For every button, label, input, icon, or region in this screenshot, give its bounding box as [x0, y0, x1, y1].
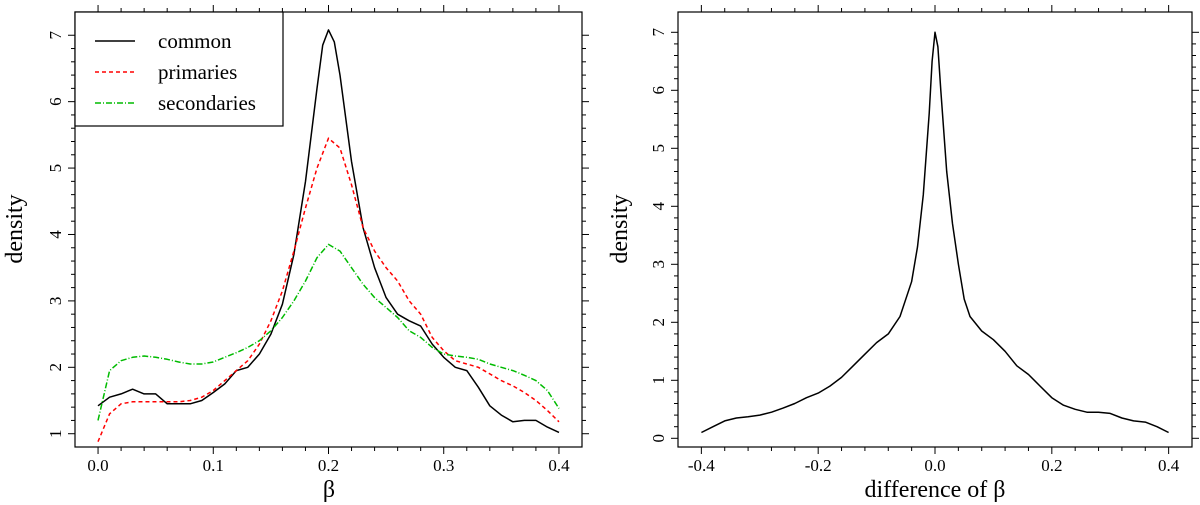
right-ytick-label: 1 — [649, 376, 668, 385]
right-plot-frame — [677, 11, 1193, 448]
right-ytick-label: 2 — [649, 318, 668, 327]
right-ytick-label: 5 — [649, 144, 668, 153]
right-ytick-label: 7 — [649, 28, 668, 37]
legend: common primaries secondaries — [74, 11, 284, 127]
right-xtick-label: -0.4 — [688, 456, 715, 475]
right-series-density — [701, 31, 1169, 434]
left-series-common — [97, 29, 560, 434]
right-panel: -0.4 -0.2 0.0 0.2 0.4 0 1 2 3 4 5 6 7 density differ… — [607, 5, 1199, 503]
right-plot-marks: -0.4 -0.2 0.0 0.2 0.4 0 1 2 3 4 5 6 7 — [649, 5, 1199, 475]
left-xtick-label: 0.2 — [318, 456, 339, 475]
left-xtick-label: 0.4 — [548, 456, 570, 475]
left-xlabel: β — [323, 477, 335, 503]
left-ytick-label: 2 — [46, 363, 65, 372]
right-ylabel: density — [607, 194, 633, 263]
legend-label-secondaries: secondaries — [158, 91, 256, 115]
right-xtick-label: 0.4 — [1158, 456, 1180, 475]
left-series-secondaries — [97, 243, 560, 421]
right-ytick-label: 4 — [649, 202, 668, 211]
right-xlabel: difference of β — [864, 477, 1005, 503]
right-xtick-label: 0.0 — [924, 456, 945, 475]
left-ytick-label: 7 — [46, 30, 65, 39]
legend-label-primaries: primaries — [158, 60, 237, 84]
left-ylabel: density — [2, 194, 28, 263]
left-series-primaries — [97, 137, 560, 442]
left-ytick-label: 3 — [46, 297, 65, 306]
right-ytick-label: 6 — [649, 86, 668, 95]
left-ytick-label: 5 — [46, 164, 65, 173]
left-xtick-label: 0.1 — [203, 456, 224, 475]
left-ytick-label: 1 — [46, 429, 65, 438]
right-xtick-label: 0.2 — [1041, 456, 1062, 475]
right-xtick-label: -0.2 — [805, 456, 832, 475]
right-ytick-label: 0 — [649, 434, 668, 443]
legend-label-common: common — [158, 29, 232, 53]
left-ytick-label: 6 — [46, 97, 65, 106]
legend-box — [74, 11, 284, 127]
left-ytick-label: 4 — [46, 230, 65, 239]
left-plot-marks: 0.0 0.1 0.2 0.3 0.4 1 2 3 4 5 6 7 — [46, 5, 589, 475]
right-ytick-label: 3 — [649, 260, 668, 269]
left-xtick-label: 0.3 — [433, 456, 454, 475]
left-xtick-label: 0.0 — [87, 456, 108, 475]
left-panel: 0.0 0.1 0.2 0.3 0.4 1 2 3 4 5 6 7 density β common … — [2, 5, 589, 503]
